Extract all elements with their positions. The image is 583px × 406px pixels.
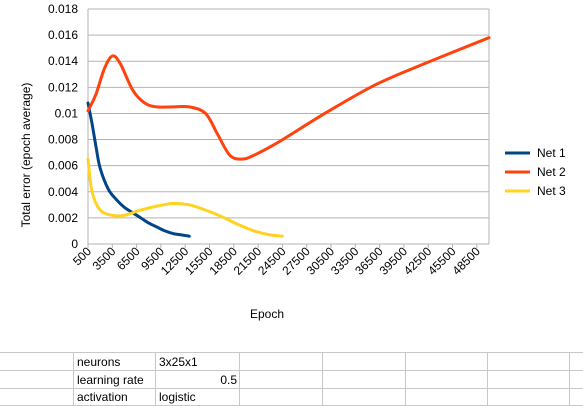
series-line-net-2	[86, 36, 491, 161]
grid-lines	[87, 8, 490, 245]
x-tick-label: 6500	[114, 244, 143, 273]
series-lines	[86, 36, 491, 238]
legend: Net 1 Net 2 Net 3	[505, 146, 566, 198]
y-tick-label: 0.006	[48, 159, 78, 173]
sheet-row-line	[0, 370, 583, 371]
x-axis-ticks: 5003500650095001250015500185002150024500…	[70, 244, 483, 278]
sheet-col-line	[487, 352, 488, 406]
y-tick-label: 0.01	[55, 106, 79, 120]
sheet-col-line	[405, 352, 406, 406]
y-tick-label: 0	[71, 237, 78, 251]
cell-activation-label[interactable]: activation	[77, 390, 128, 404]
sheet-row-line	[0, 388, 583, 389]
y-tick-label: 0.012	[48, 80, 78, 94]
legend-label-net-3: Net 3	[537, 184, 566, 198]
cell-activation-value[interactable]: logistic	[159, 390, 196, 404]
x-axis-title: Epoch	[250, 307, 284, 321]
sheet-col-line	[569, 352, 570, 406]
series-line-net-3	[86, 157, 284, 238]
legend-label-net-2: Net 2	[537, 165, 566, 179]
sheet-col-line	[322, 352, 323, 406]
line-chart: 0 0.002 0.004 0.006 0.008 0.01 0.012 0.014 0.016…	[19, 2, 566, 321]
y-tick-label: 0.002	[48, 211, 78, 225]
sheet-col-line	[155, 352, 156, 406]
y-tick-label: 0.018	[48, 2, 78, 16]
sheet-row-line	[0, 352, 583, 353]
cell-learning-rate-value[interactable]: 0.5	[220, 373, 237, 387]
cell-learning-rate-label[interactable]: learning rate	[77, 373, 144, 387]
y-tick-label: 0.008	[48, 133, 78, 147]
legend-label-net-1: Net 1	[537, 146, 566, 160]
spreadsheet-grid: neurons 3x25x1 learning rate 0.5 activat…	[0, 341, 583, 406]
cell-neurons-label[interactable]: neurons	[77, 355, 121, 369]
series-line-net-1	[86, 101, 191, 238]
x-tick-label: 48500	[449, 244, 483, 278]
y-axis-ticks: 0 0.002 0.004 0.006 0.008 0.01 0.012 0.014 0.016…	[48, 2, 78, 251]
cell-neurons-value[interactable]: 3x25x1	[159, 355, 198, 369]
y-axis-title: Total error (epoch average)	[19, 83, 33, 228]
sheet-col-line	[239, 352, 240, 406]
sheet-col-line	[73, 352, 74, 406]
y-tick-label: 0.014	[48, 54, 78, 68]
y-tick-label: 0.016	[48, 28, 78, 42]
y-tick-label: 0.004	[48, 185, 78, 199]
x-tick-label: 3500	[90, 244, 119, 273]
